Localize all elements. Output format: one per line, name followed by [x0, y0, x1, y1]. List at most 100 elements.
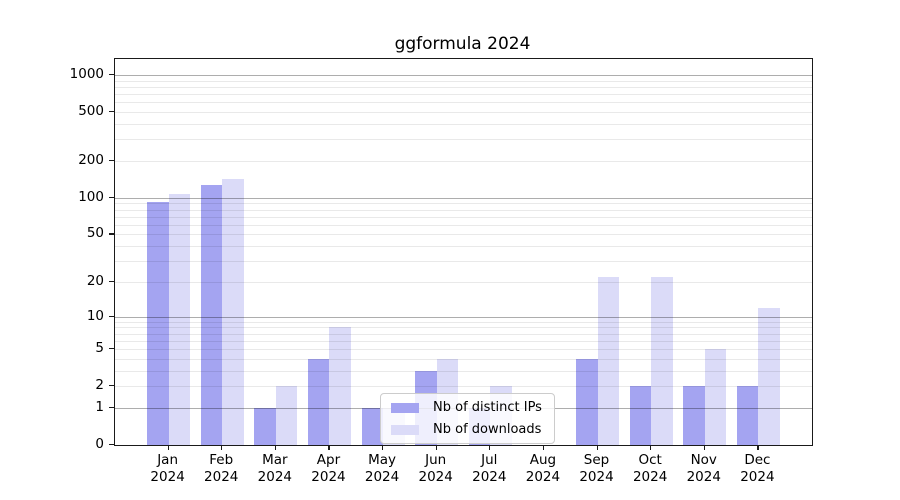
bar-nb-of-distinct-ips-oct: [629, 386, 652, 445]
bars-layer: [115, 59, 812, 445]
x-tick-mark-jan: [167, 445, 169, 450]
bar-nb-of-distinct-ips-dec: [736, 386, 759, 445]
y-tick-label-500: 500: [78, 103, 104, 120]
bar-nb-of-distinct-ips-may: [361, 407, 384, 445]
bar-nb-of-downloads-apr: [329, 327, 351, 445]
y-tick-mark-1000: [109, 74, 114, 76]
gridline-minor-50: [115, 234, 812, 236]
legend-label-distinct-ips: Nb of distinct IPs: [433, 400, 542, 415]
gridline-minor-6: [115, 340, 812, 342]
x-tick-label-apr: Apr 2024: [311, 452, 346, 485]
gridline-minor-60: [115, 224, 812, 226]
gridline-minor-2: [115, 386, 812, 388]
y-tick-label-1000: 1000: [69, 66, 104, 82]
x-tick-label-aug: Aug 2024: [525, 452, 561, 485]
legend-swatch-distinct-ips: [391, 402, 419, 413]
gridline-minor-20: [115, 281, 812, 283]
gridline-minor-400: [115, 123, 812, 125]
plot-area: [114, 58, 813, 446]
x-tick-mark-nov: [703, 445, 705, 450]
legend-swatch-downloads: [391, 424, 419, 435]
x-tick-mark-aug: [542, 445, 545, 450]
gridline-minor-3: [115, 370, 812, 372]
x-tick-label-nov: Nov 2024: [686, 452, 721, 485]
gridline-minor-900: [115, 80, 812, 82]
bar-nb-of-downloads-dec: [758, 307, 780, 445]
x-tick-mark-oct: [650, 445, 652, 450]
x-tick-label-jul: Jul 2024: [472, 452, 507, 485]
legend: Nb of distinct IPs Nb of downloads: [380, 393, 555, 444]
gridline-minor-4: [115, 358, 812, 360]
bar-nb-of-downloads-feb: [222, 178, 244, 445]
y-tick-mark-500: [109, 111, 114, 113]
gridline-minor-500: [115, 112, 812, 114]
bar-nb-of-downloads-mar: [275, 386, 298, 445]
legend-row-downloads: Nb of downloads: [391, 421, 542, 438]
x-tick-mark-jul: [489, 445, 491, 450]
y-tick-label-200: 200: [78, 151, 104, 168]
y-tick-mark-50: [109, 233, 114, 235]
x-tick-label-jun: Jun 2024: [418, 452, 453, 485]
gridline-minor-30: [115, 261, 812, 263]
x-tick-label-sep: Sep 2024: [579, 452, 614, 485]
gridline-minor-5: [115, 349, 812, 351]
gridline-minor-90: [115, 203, 812, 205]
bar-nb-of-distinct-ips-sep: [576, 358, 598, 445]
gridline-major-1000: [115, 75, 812, 76]
x-tick-label-mar: Mar 2024: [257, 452, 293, 485]
gridline-minor-70: [115, 216, 812, 218]
y-tick-label-100: 100: [78, 188, 104, 205]
legend-label-downloads: Nb of downloads: [433, 422, 542, 437]
y-tick-mark-0: [109, 444, 114, 446]
gridline-minor-9: [115, 321, 812, 323]
gridline-major-10: [115, 316, 812, 318]
bar-nb-of-downloads-oct: [651, 277, 673, 445]
x-tick-label-dec: Dec 2024: [740, 452, 775, 485]
y-tick-label-0: 0: [95, 436, 104, 452]
y-tick-label-5: 5: [95, 340, 104, 357]
chart-title: ggformula 2024: [394, 34, 531, 54]
gridline-minor-200: [115, 160, 812, 162]
y-tick-mark-100: [109, 196, 114, 199]
bar-nb-of-downloads-sep: [597, 277, 620, 445]
x-tick-mark-sep: [596, 445, 598, 450]
x-tick-label-jan: Jan 2024: [150, 452, 185, 485]
y-tick-mark-5: [109, 348, 114, 350]
x-tick-mark-apr: [328, 445, 330, 450]
x-tick-mark-feb: [221, 445, 223, 450]
y-tick-label-10: 10: [86, 307, 104, 324]
bar-nb-of-distinct-ips-jan: [147, 201, 169, 445]
x-tick-mark-jun: [435, 445, 437, 450]
x-tick-label-may: May 2024: [364, 452, 400, 485]
gridline-minor-80: [115, 209, 812, 211]
y-tick-mark-10: [109, 315, 114, 317]
gridline-minor-7: [115, 333, 812, 335]
gridline-minor-700: [115, 94, 812, 96]
gridline-major-100: [115, 197, 812, 199]
y-tick-label-2: 2: [95, 377, 104, 394]
legend-row-distinct-ips: Nb of distinct IPs: [391, 399, 542, 416]
gridlines-layer: [115, 59, 812, 445]
y-tick-mark-2: [109, 385, 114, 387]
y-tick-mark-1: [109, 406, 114, 409]
bar-nb-of-downloads-jan: [168, 193, 191, 445]
x-tick-mark-dec: [757, 445, 759, 450]
gridline-minor-8: [115, 327, 812, 329]
x-tick-mark-may: [382, 445, 384, 450]
y-tick-mark-20: [109, 280, 114, 283]
gridline-minor-40: [115, 246, 812, 248]
y-tick-label-50: 50: [86, 225, 104, 242]
x-tick-label-feb: Feb 2024: [204, 452, 239, 485]
bar-nb-of-downloads-nov: [704, 349, 727, 445]
bar-nb-of-distinct-ips-feb: [200, 184, 223, 445]
gridline-minor-300: [115, 139, 812, 141]
bar-nb-of-distinct-ips-mar: [254, 407, 276, 445]
gridline-minor-600: [115, 102, 812, 104]
x-tick-label-oct: Oct 2024: [632, 452, 668, 485]
y-tick-label-20: 20: [86, 272, 104, 289]
y-tick-label-1: 1: [95, 398, 104, 415]
bar-nb-of-distinct-ips-nov: [683, 386, 705, 445]
